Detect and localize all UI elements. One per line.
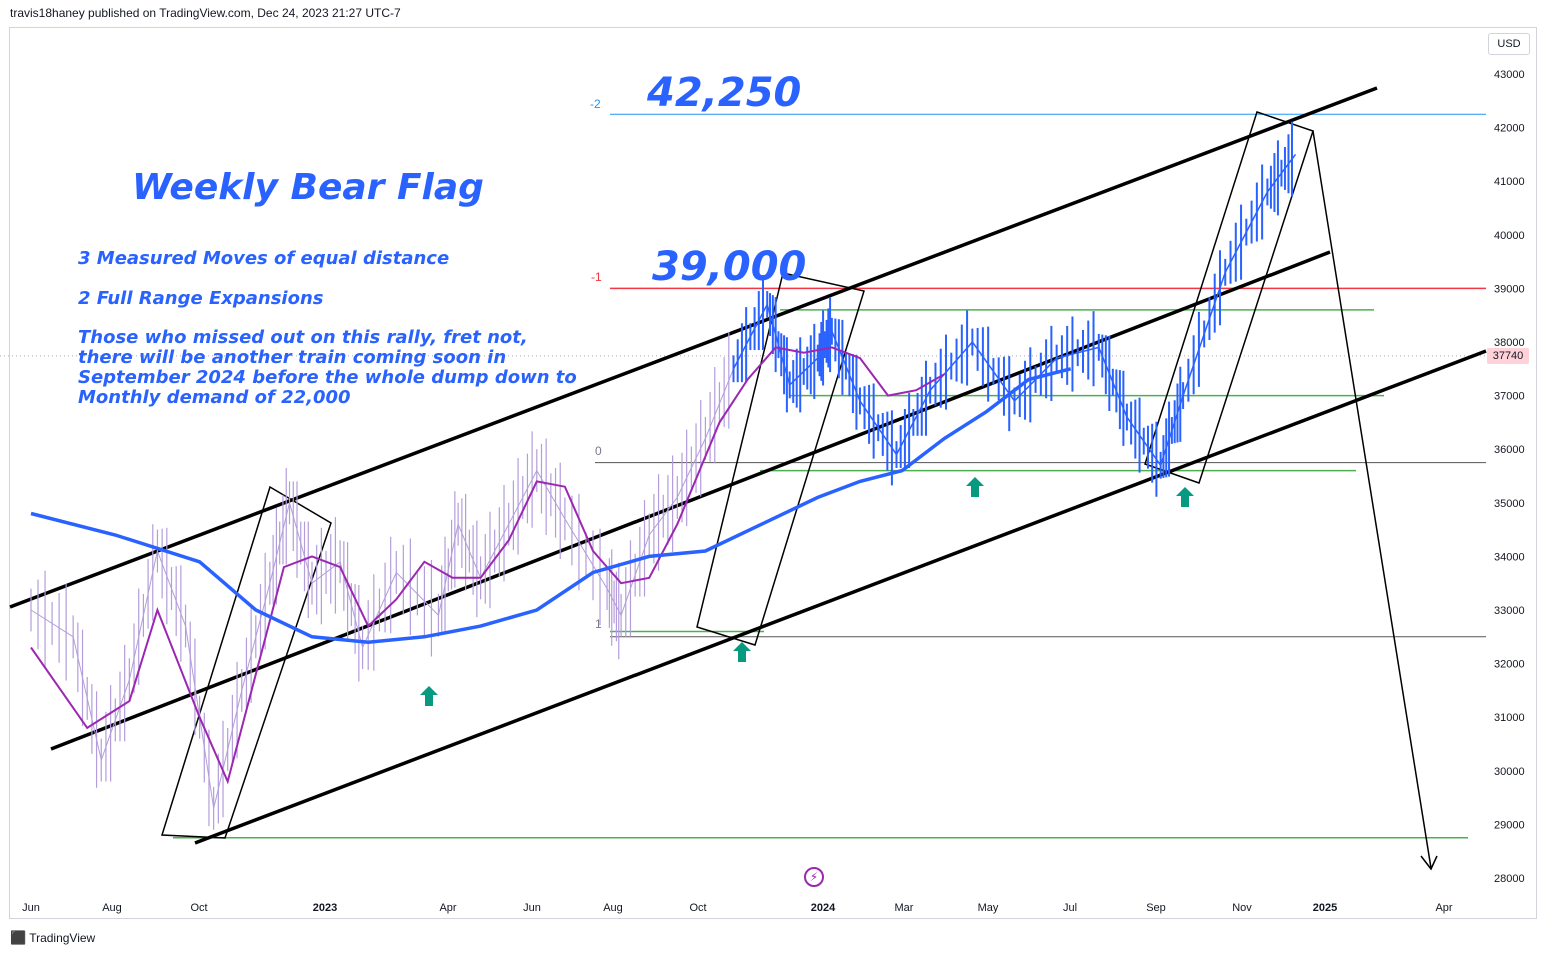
up-arrow-icon bbox=[420, 686, 438, 706]
annotation-range-expansions: 2 Full Range Expansions bbox=[78, 288, 324, 309]
annotation-paragraph: Those who missed out on this rally, fret… bbox=[78, 327, 577, 408]
y-tick-label: 36000 bbox=[1494, 444, 1525, 456]
price-levels bbox=[0, 113, 1486, 839]
y-tick-label: 28000 bbox=[1494, 873, 1525, 885]
x-tick-label: Apr bbox=[1435, 902, 1452, 914]
x-tick-label: Oct bbox=[190, 902, 207, 914]
annotation-title: Weekly Bear Flag bbox=[132, 167, 484, 208]
y-tick-label: 29000 bbox=[1494, 819, 1525, 831]
projection-line bbox=[1312, 130, 1432, 869]
level-label-mid: 39,000 bbox=[652, 244, 807, 290]
x-tick-label: Jun bbox=[22, 902, 40, 914]
current-price-tag: 37740 bbox=[1487, 348, 1529, 364]
x-tick-label: Oct bbox=[689, 902, 706, 914]
y-tick-label: 41000 bbox=[1494, 176, 1525, 188]
x-tick-label: Aug bbox=[102, 902, 122, 914]
channel-line bbox=[50, 250, 1331, 751]
fib-label-neg1: -1 bbox=[591, 270, 602, 284]
flag-box bbox=[1144, 111, 1314, 484]
x-tick-label: Mar bbox=[895, 902, 914, 914]
fib-label-neg2: -2 bbox=[590, 97, 601, 111]
branding-label: TradingView bbox=[29, 931, 96, 945]
y-tick-label: 42000 bbox=[1494, 123, 1525, 135]
y-tick-label: 40000 bbox=[1494, 230, 1525, 242]
x-tick-label: 2023 bbox=[313, 902, 337, 914]
up-arrow-icon bbox=[1176, 487, 1194, 507]
lightning-icon[interactable]: ⚡ bbox=[804, 867, 824, 887]
annotation-measured-moves: 3 Measured Moves of equal distance bbox=[78, 248, 450, 269]
price-line-early bbox=[30, 368, 734, 809]
y-tick-label: 38000 bbox=[1494, 337, 1525, 349]
publisher-caption: travis18haney published on TradingView.c… bbox=[10, 6, 401, 20]
channel-lines bbox=[9, 86, 1487, 845]
y-tick-label: 39000 bbox=[1494, 283, 1525, 295]
flag-box bbox=[160, 485, 332, 839]
up-arrow-icon bbox=[966, 477, 984, 497]
channel-line bbox=[9, 86, 1378, 609]
flag-box bbox=[696, 272, 865, 646]
axis-labels: 43000 42000 41000 40000 39000 38000 37000 36000… bbox=[22, 69, 1524, 914]
y-tick-label: 35000 bbox=[1494, 498, 1525, 510]
fib-label-one: 1 bbox=[595, 617, 602, 631]
tradingview-mark-icon: ⬛ bbox=[10, 930, 26, 945]
y-tick-label: 37000 bbox=[1494, 391, 1525, 403]
x-tick-label: Apr bbox=[439, 902, 456, 914]
ma-fast-line bbox=[30, 346, 945, 785]
x-tick-label: May bbox=[978, 902, 999, 914]
up-arrow-icon bbox=[733, 642, 751, 662]
y-tick-label: 30000 bbox=[1494, 766, 1525, 778]
tradingview-logo[interactable]: ⬛ TradingView bbox=[10, 930, 95, 946]
fib-label-zero: 0 bbox=[595, 444, 602, 458]
x-tick-label: 2025 bbox=[1313, 902, 1337, 914]
currency-selector[interactable]: USD bbox=[1488, 33, 1530, 55]
x-tick-label: 2024 bbox=[811, 902, 836, 914]
arrow-layer bbox=[420, 130, 1438, 871]
x-tick-label: Jul bbox=[1063, 902, 1077, 914]
x-tick-label: Jun bbox=[523, 902, 541, 914]
y-tick-label: 43000 bbox=[1494, 69, 1525, 81]
y-tick-label: 34000 bbox=[1494, 551, 1525, 563]
price-line-recent bbox=[732, 153, 1297, 467]
x-tick-label: Nov bbox=[1232, 902, 1252, 914]
chart-frame bbox=[9, 27, 1537, 919]
x-tick-label: Aug bbox=[603, 902, 623, 914]
y-tick-label: 33000 bbox=[1494, 605, 1525, 617]
projection-arrowhead-icon bbox=[1420, 855, 1438, 871]
ma-slow-line bbox=[30, 367, 1072, 644]
series-layer bbox=[30, 121, 1297, 830]
x-tick-label: Sep bbox=[1146, 902, 1166, 914]
y-tick-label: 32000 bbox=[1494, 659, 1525, 671]
y-tick-label: 31000 bbox=[1494, 712, 1525, 724]
level-label-high: 42,250 bbox=[647, 70, 802, 116]
channel-line bbox=[194, 349, 1487, 845]
